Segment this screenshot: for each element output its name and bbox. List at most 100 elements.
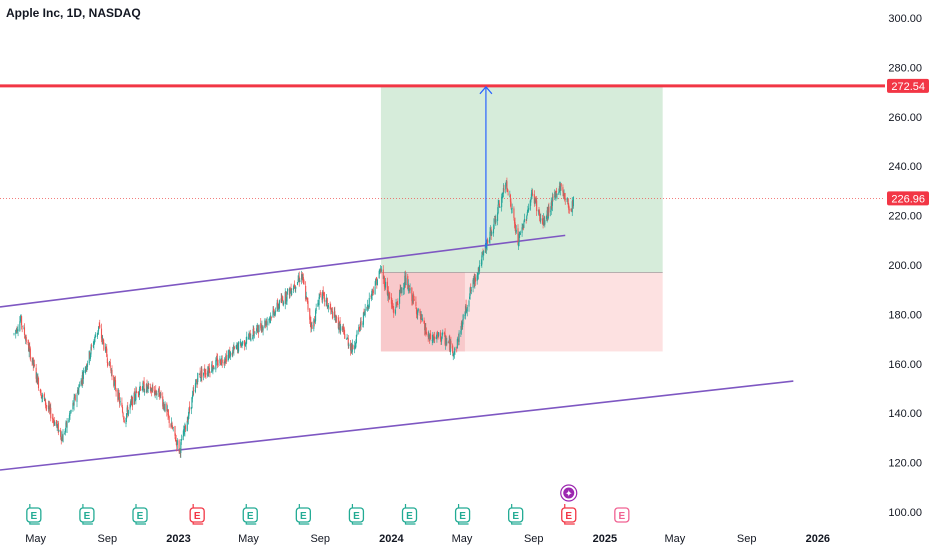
candle: [253, 326, 255, 337]
candle-body: [289, 289, 291, 294]
candle: [105, 343, 107, 354]
candle: [358, 324, 360, 335]
candle: [548, 202, 550, 217]
resistance-price-badge-text: 272.54: [891, 81, 925, 93]
candle: [242, 340, 244, 346]
candle: [530, 197, 532, 206]
candle: [306, 296, 308, 302]
candle-body: [276, 302, 278, 309]
candle: [469, 293, 471, 300]
candle-body: [19, 321, 21, 331]
candle-body: [48, 405, 50, 410]
x-tick-label: May: [665, 533, 686, 545]
candle-body: [510, 201, 512, 208]
candle-body: [64, 433, 66, 434]
candle-body: [478, 267, 480, 271]
candle-body: [272, 310, 274, 317]
candle: [492, 224, 495, 237]
candle-body: [40, 390, 42, 396]
candle-body: [164, 403, 166, 412]
candle-body: [85, 367, 87, 370]
candle: [203, 368, 205, 373]
candle-body: [442, 332, 444, 334]
candle: [191, 390, 194, 403]
candle-body: [572, 197, 574, 207]
candle: [509, 190, 511, 198]
candle: [142, 380, 144, 393]
candle-body: [317, 304, 320, 306]
candle-body: [28, 347, 30, 352]
candle-body: [249, 332, 251, 334]
candle: [103, 339, 105, 351]
candle-body: [154, 390, 156, 395]
candle: [127, 402, 129, 418]
candle-body: [278, 306, 280, 308]
candle: [303, 278, 305, 285]
candle: [526, 209, 528, 217]
candle-body: [72, 402, 75, 406]
candle: [465, 299, 467, 313]
candle-body: [175, 437, 177, 442]
candle-body: [527, 211, 529, 212]
candle: [473, 275, 475, 285]
candle-body: [507, 193, 509, 195]
candle: [334, 306, 336, 318]
candle: [260, 317, 262, 331]
candle-body: [144, 391, 146, 393]
candle: [446, 337, 448, 346]
resistance-price-badge: 272.54: [887, 78, 929, 93]
candle-body: [166, 403, 168, 412]
candle-body: [224, 361, 226, 362]
candle-body: [366, 307, 368, 311]
candle-body: [126, 407, 128, 412]
candle-body: [327, 305, 329, 308]
candle: [535, 198, 537, 206]
candle: [61, 431, 63, 442]
candle: [85, 365, 87, 375]
candle: [33, 359, 35, 369]
candle: [170, 417, 173, 427]
candle: [233, 346, 236, 350]
earnings-label: E: [247, 511, 254, 522]
candle: [138, 391, 140, 397]
candle: [93, 339, 95, 350]
candle: [335, 314, 337, 323]
candle-body: [448, 341, 450, 343]
candle: [425, 323, 427, 337]
candle: [50, 402, 52, 422]
candle: [507, 189, 509, 196]
candle-body: [160, 393, 162, 396]
candle: [368, 304, 370, 311]
candle: [196, 378, 198, 389]
candle-body: [443, 332, 446, 335]
candle: [98, 326, 100, 335]
candle-body: [264, 320, 266, 328]
candle: [515, 223, 517, 235]
candle-body: [352, 345, 354, 350]
candle: [274, 307, 276, 317]
candle: [269, 317, 271, 324]
candle-body: [278, 300, 280, 309]
candle: [476, 272, 478, 285]
candle-body: [212, 367, 214, 372]
candle-body: [213, 368, 215, 370]
candle: [333, 307, 335, 321]
candle: [261, 320, 263, 333]
candle-body: [121, 402, 123, 407]
candle: [264, 318, 266, 329]
candle: [125, 417, 127, 428]
candle: [407, 273, 409, 290]
candle-body: [109, 362, 111, 368]
candle: [505, 180, 507, 187]
candle-body: [534, 198, 536, 203]
candle: [89, 353, 91, 362]
candle-body: [429, 333, 431, 339]
candle-body: [434, 336, 436, 340]
candle: [166, 405, 168, 412]
candle: [555, 187, 558, 198]
candle-body: [473, 278, 475, 282]
candle: [462, 319, 464, 330]
candle: [66, 418, 68, 433]
